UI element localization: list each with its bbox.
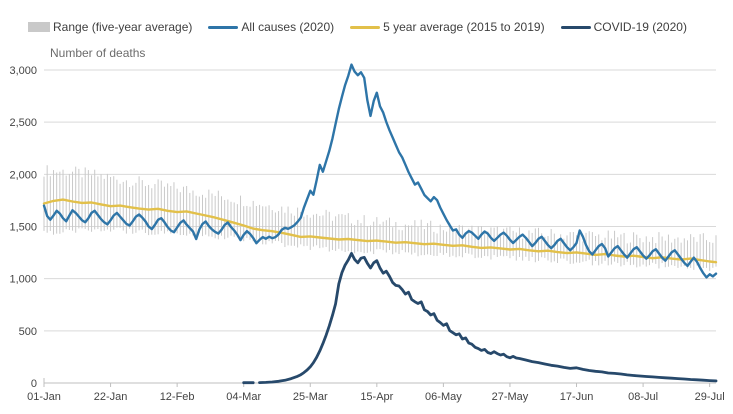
range-swatch [28,22,50,32]
x-tick-label: 08-Jul [628,391,658,403]
x-tick-label: 12-Feb [160,391,195,403]
legend-label-all-causes: All causes (2020) [241,20,335,34]
x-tick-label: 04-Mar [226,391,261,403]
y-tick-label: 1,500 [9,222,37,234]
all-causes-path [42,63,718,279]
covid-19-path [258,252,718,384]
x-tick-label: 22-Jan [94,391,128,403]
x-tick-label: 25-Mar [293,391,328,403]
y-tick-label: 0 [31,378,37,390]
chart-legend: Range (five-year average) All causes (20… [28,20,687,34]
legend-item-five-year-average: 5 year average (2015 to 2019) [350,20,545,34]
legend-label-covid-19: COVID-19 (2020) [593,20,687,34]
y-tick-labels: 0 500 1,000 1,500 2,000 2,500 3,000 [9,65,37,390]
y-tick-label: 500 [19,326,37,338]
legend-item-range: Range (five-year average) [28,20,192,34]
legend-item-covid-19: COVID-19 (2020) [560,20,687,34]
legend-item-all-causes: All causes (2020) [208,20,334,34]
legend-label-five-year-average: 5 year average (2015 to 2019) [383,20,545,34]
x-tick-label: 15-Apr [360,391,393,403]
x-tick-label: 01-Jan [27,391,61,403]
legend-label-range: Range (five-year average) [53,20,193,34]
x-tick-label: 27-May [492,391,529,403]
covid-19-swatch [560,25,591,29]
y-axis-title: Number of deaths [50,46,146,60]
x-tick-label: 06-May [425,391,462,403]
x-tick-label: 17-Jun [560,391,594,403]
y-tick-label: 1,000 [9,274,37,286]
five-year-average-swatch [350,25,381,29]
x-tick-label: 29-Jul [695,391,725,403]
y-tick-label: 2,000 [9,169,37,181]
covid-19-line [242,252,718,385]
all-causes-line [42,63,718,279]
y-tick-label: 2,500 [9,117,37,129]
x-axis: 01-Jan 22-Jan 12-Feb 04-Mar 25-Mar 15-Apr 06-M… [27,378,725,403]
y-tick-label: 3,000 [9,65,37,77]
all-causes-swatch [208,25,239,29]
